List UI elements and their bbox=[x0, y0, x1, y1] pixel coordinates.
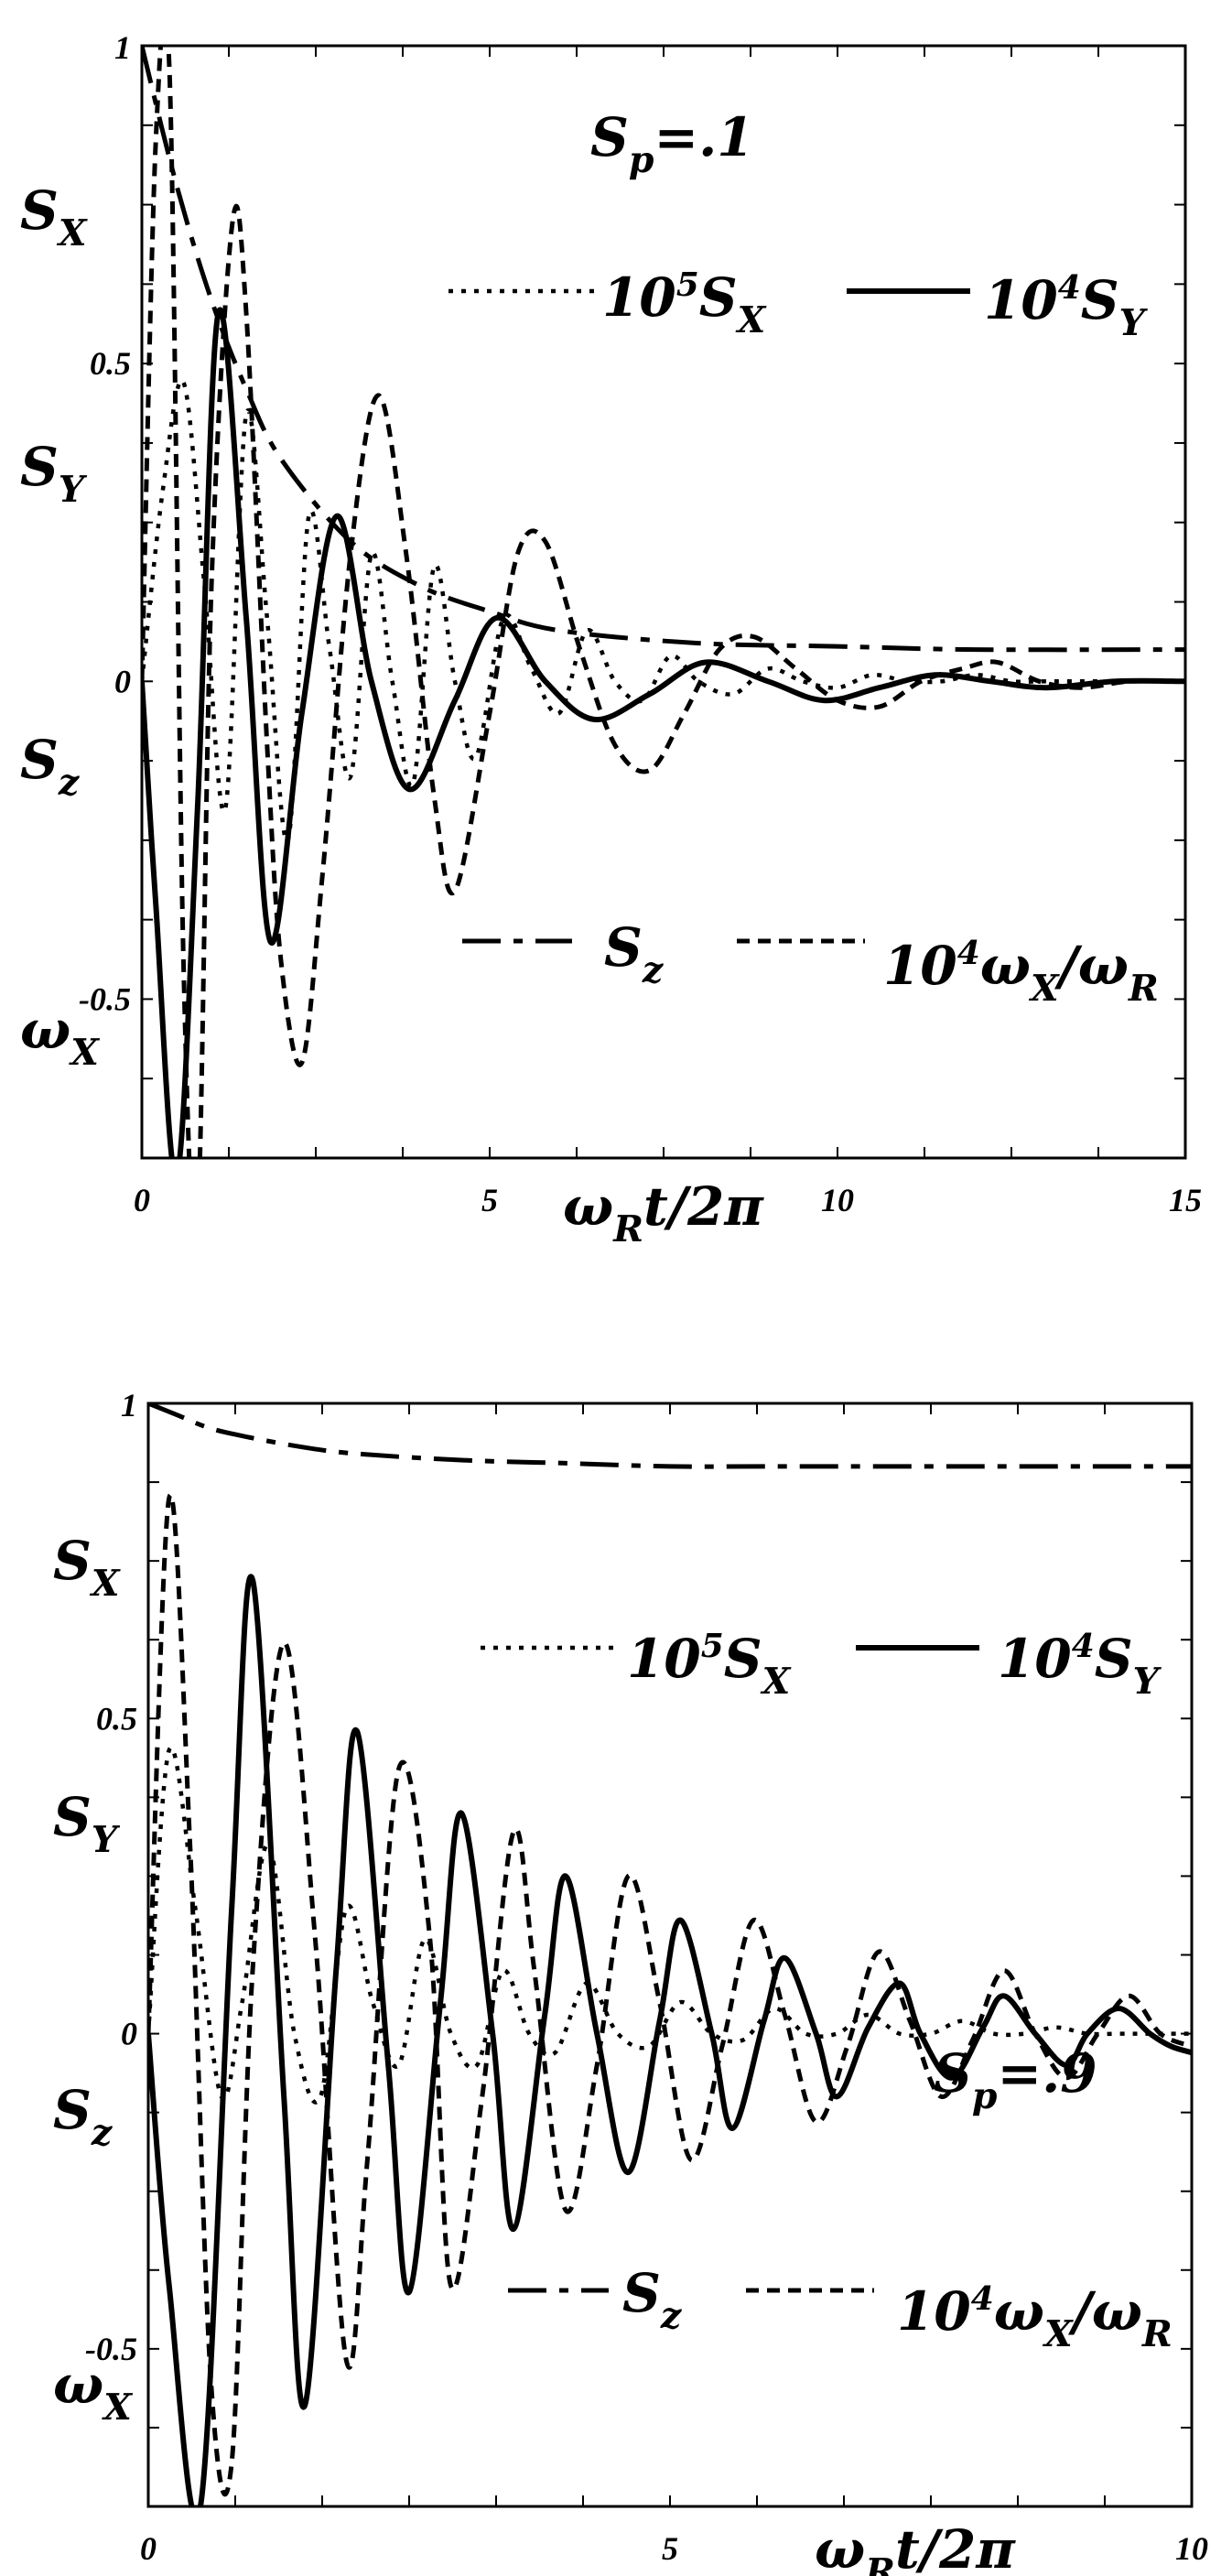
legend-label-sz: Sz bbox=[622, 2262, 683, 2337]
legend-label-sy: 104SY bbox=[998, 1627, 1162, 1703]
panel-label: Sp=.9 bbox=[934, 2042, 1097, 2117]
y-axis-label: Sz bbox=[20, 729, 81, 804]
x-tick-label: 15 bbox=[1169, 1182, 1202, 1218]
series-line-sx bbox=[142, 378, 1185, 844]
legend-label-sx: 105SX bbox=[602, 265, 767, 341]
x-tick-label: 0 bbox=[140, 2530, 157, 2567]
y-axis-label: ωX bbox=[53, 2354, 133, 2429]
series-line-wx bbox=[148, 1492, 1192, 2497]
legend-label-sz: Sz bbox=[604, 916, 665, 991]
y-tick-label: 0.5 bbox=[90, 345, 131, 382]
y-tick-label: -0.5 bbox=[85, 2331, 137, 2367]
series-line-wx bbox=[142, 46, 1185, 1158]
y-axis-label: Sz bbox=[53, 2079, 113, 2154]
legend-label-wx: 104ωX/ωR bbox=[883, 934, 1159, 1010]
x-tick-label: 0 bbox=[134, 1182, 150, 1218]
series-line-sz bbox=[142, 46, 1185, 653]
legend-label-wx: 104ωX/ωR bbox=[897, 2279, 1173, 2355]
series-line-sz bbox=[148, 1403, 1192, 1469]
y-axis-label: SX bbox=[53, 1530, 121, 1605]
x-tick-label: 5 bbox=[481, 1182, 498, 1218]
y-tick-label: 0 bbox=[114, 663, 131, 699]
panel-label: Sp=.1 bbox=[590, 106, 754, 181]
y-axis-label: SX bbox=[20, 179, 88, 254]
y-axis-label: ωX bbox=[20, 999, 100, 1074]
x-tick-label: 10 bbox=[1175, 2530, 1208, 2567]
y-tick-label: 1 bbox=[114, 29, 131, 66]
x-tick-label: 5 bbox=[662, 2530, 678, 2567]
series-line-sy bbox=[142, 307, 1185, 1158]
x-axis-label: ωRt/2π bbox=[563, 1175, 764, 1250]
y-axis-label: SY bbox=[20, 436, 88, 511]
y-tick-label: 0.5 bbox=[96, 1700, 137, 1737]
y-tick-label: -0.5 bbox=[79, 980, 131, 1017]
y-axis-label: SY bbox=[53, 1786, 121, 1861]
x-axis-label: ωRt/2π bbox=[815, 2518, 1016, 2576]
x-tick-label: 10 bbox=[821, 1182, 854, 1218]
legend-label-sx: 105SX bbox=[627, 1627, 792, 1703]
y-tick-label: 0 bbox=[121, 2016, 137, 2052]
series-line-sy bbox=[148, 1574, 1192, 2506]
y-tick-label: 1 bbox=[121, 1387, 137, 1423]
legend-label-sy: 104SY bbox=[984, 268, 1149, 344]
